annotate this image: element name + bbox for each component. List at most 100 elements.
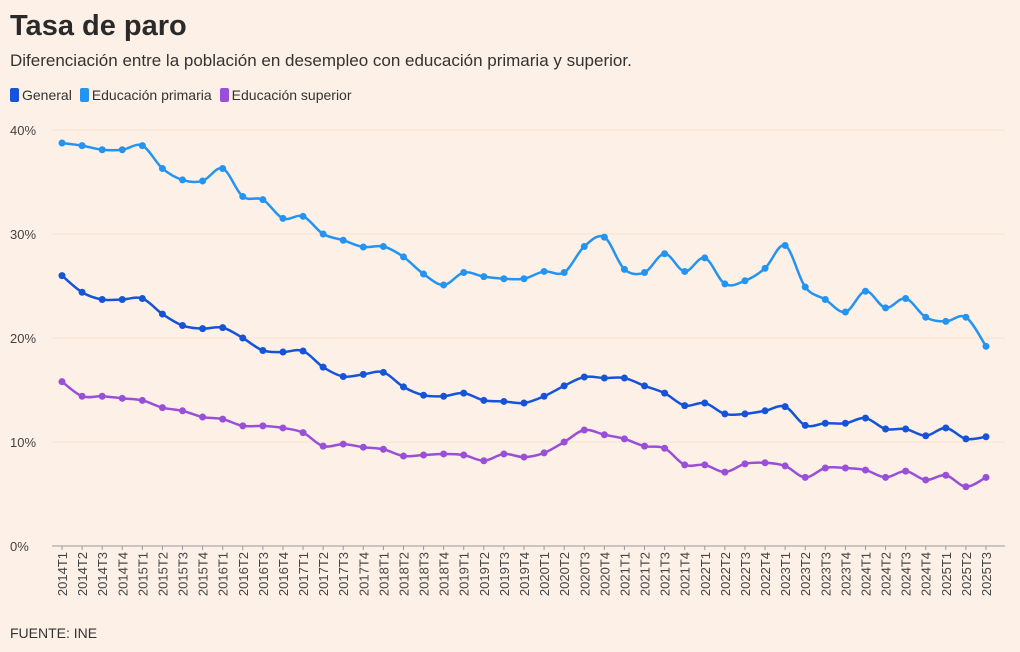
series-line-educaci-n-superior bbox=[61, 380, 987, 488]
legend-swatch bbox=[219, 88, 229, 102]
legend-item-primaria[interactable]: Educación primaria bbox=[79, 87, 212, 103]
data-point-general bbox=[158, 310, 166, 318]
data-point-educaci-n-primaria bbox=[922, 313, 930, 321]
data-point-educaci-n-primaria bbox=[781, 241, 789, 249]
data-point-educaci-n-primaria bbox=[179, 176, 187, 184]
data-point-general bbox=[661, 389, 669, 397]
data-point-educaci-n-superior bbox=[98, 392, 106, 400]
legend-label: General bbox=[22, 87, 72, 103]
data-point-general bbox=[460, 389, 468, 397]
x-tick-label: 2020T4 bbox=[597, 552, 612, 596]
data-point-general bbox=[399, 383, 407, 391]
data-point-educaci-n-primaria bbox=[440, 281, 448, 289]
data-point-general bbox=[219, 324, 227, 332]
data-point-educaci-n-primaria bbox=[480, 273, 488, 281]
data-point-educaci-n-primaria bbox=[641, 268, 649, 276]
data-point-educaci-n-primaria bbox=[379, 242, 387, 250]
x-tick-label: 2017T4 bbox=[356, 552, 371, 596]
y-tick-label: 20% bbox=[10, 331, 36, 346]
data-point-general bbox=[520, 399, 528, 407]
data-point-educaci-n-primaria bbox=[540, 267, 548, 275]
data-point-educaci-n-superior bbox=[158, 404, 166, 412]
data-point-educaci-n-primaria bbox=[600, 233, 608, 241]
legend-label: Educación superior bbox=[231, 87, 352, 103]
data-point-general bbox=[299, 347, 307, 355]
data-point-educaci-n-superior bbox=[399, 452, 407, 460]
data-point-educaci-n-primaria bbox=[98, 146, 106, 154]
data-point-educaci-n-superior bbox=[58, 378, 66, 386]
x-tick-label: 2022T3 bbox=[738, 552, 753, 596]
data-point-educaci-n-primaria bbox=[420, 270, 428, 278]
data-point-educaci-n-superior bbox=[902, 467, 910, 475]
data-point-general bbox=[620, 374, 628, 382]
x-tick-label: 2018T4 bbox=[437, 552, 452, 596]
y-tick-label: 40% bbox=[10, 123, 36, 138]
x-tick-label: 2018T3 bbox=[417, 552, 432, 596]
x-tick-label: 2023T3 bbox=[818, 552, 833, 596]
x-tick-label: 2016T2 bbox=[236, 552, 251, 596]
x-tick-label: 2016T3 bbox=[256, 552, 271, 596]
data-point-educaci-n-superior bbox=[841, 464, 849, 472]
data-point-general bbox=[480, 396, 488, 404]
data-point-educaci-n-superior bbox=[299, 429, 307, 437]
data-point-educaci-n-primaria bbox=[761, 264, 769, 272]
data-point-educaci-n-superior bbox=[600, 431, 608, 439]
data-point-general bbox=[801, 421, 809, 429]
x-tick-label: 2023T1 bbox=[778, 552, 793, 596]
data-point-general bbox=[319, 363, 327, 371]
x-tick-label: 2019T4 bbox=[517, 552, 532, 596]
x-tick-label: 2021T4 bbox=[678, 552, 693, 596]
data-point-educaci-n-superior bbox=[420, 451, 428, 459]
data-point-educaci-n-primaria bbox=[78, 142, 86, 150]
legend-label: Educación primaria bbox=[91, 87, 212, 103]
data-point-educaci-n-superior bbox=[982, 473, 990, 481]
data-point-general bbox=[861, 414, 869, 422]
source-note: FUENTE: INE bbox=[10, 625, 98, 641]
data-point-general bbox=[118, 296, 126, 304]
x-tick-label: 2021T2 bbox=[638, 552, 653, 596]
x-tick-label: 2019T2 bbox=[477, 552, 492, 596]
data-point-educaci-n-superior bbox=[620, 435, 628, 443]
data-point-general bbox=[98, 296, 106, 304]
data-point-general bbox=[379, 368, 387, 376]
series-line-educaci-n-primaria bbox=[61, 141, 988, 348]
x-tick-label: 2018T2 bbox=[396, 552, 411, 596]
data-point-general bbox=[841, 419, 849, 427]
data-point-general bbox=[721, 410, 729, 418]
x-tick-label: 2023T2 bbox=[798, 552, 813, 596]
data-point-educaci-n-primaria bbox=[319, 230, 327, 238]
data-point-educaci-n-primaria bbox=[861, 287, 869, 295]
data-point-educaci-n-primaria bbox=[801, 283, 809, 291]
data-point-educaci-n-superior bbox=[480, 457, 488, 465]
x-tick-label: 2022T2 bbox=[718, 552, 733, 596]
x-tick-label: 2019T1 bbox=[457, 552, 472, 596]
data-point-general bbox=[58, 272, 66, 280]
x-tick-label: 2014T1 bbox=[55, 552, 70, 596]
data-point-educaci-n-superior bbox=[922, 476, 930, 484]
legend-swatch bbox=[79, 88, 89, 102]
legend-item-general[interactable]: General bbox=[10, 87, 72, 103]
data-point-educaci-n-superior bbox=[861, 466, 869, 474]
data-point-general bbox=[500, 397, 508, 405]
data-point-general bbox=[741, 410, 749, 418]
y-tick-label: 30% bbox=[10, 227, 36, 242]
data-point-educaci-n-superior bbox=[942, 471, 950, 479]
legend-item-superior[interactable]: Educación superior bbox=[219, 87, 352, 103]
data-point-general bbox=[440, 392, 448, 400]
data-point-general bbox=[199, 325, 207, 333]
data-point-educaci-n-primaria bbox=[841, 308, 849, 316]
data-point-educaci-n-superior bbox=[219, 415, 227, 423]
data-point-educaci-n-primaria bbox=[741, 277, 749, 285]
x-tick-label: 2024T2 bbox=[879, 552, 894, 596]
data-point-educaci-n-superior bbox=[440, 450, 448, 458]
data-point-educaci-n-primaria bbox=[199, 177, 207, 185]
data-point-educaci-n-superior bbox=[781, 462, 789, 470]
chart-title: Tasa de paro bbox=[10, 10, 187, 42]
data-point-educaci-n-superior bbox=[179, 407, 187, 415]
data-point-general bbox=[560, 382, 568, 390]
data-point-educaci-n-superior bbox=[801, 473, 809, 481]
data-point-educaci-n-primaria bbox=[721, 280, 729, 288]
data-point-general bbox=[761, 407, 769, 415]
data-point-educaci-n-superior bbox=[580, 426, 588, 434]
